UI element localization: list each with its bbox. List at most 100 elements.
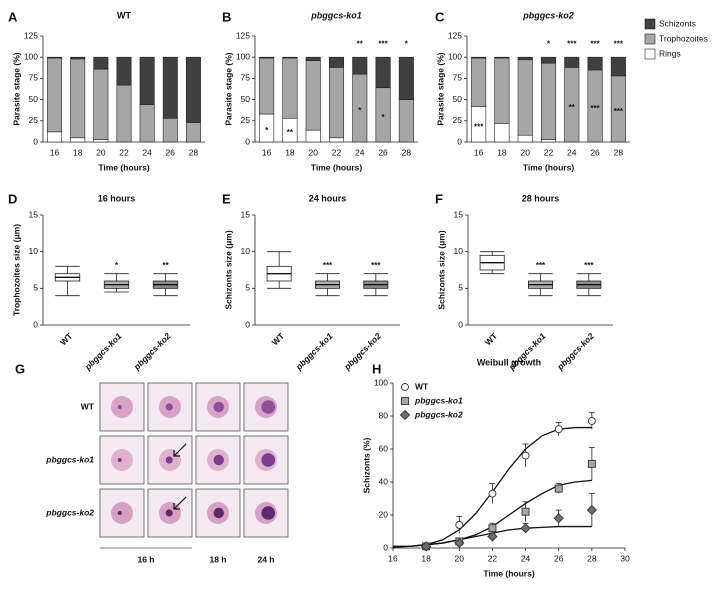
arrow-head: [173, 450, 180, 457]
y-tick-label: 0: [458, 319, 463, 329]
parasite: [261, 400, 276, 414]
cell: [111, 396, 133, 418]
y-tick-label: 80: [379, 410, 389, 420]
significance: ***: [590, 39, 600, 48]
bar-segment: [564, 56, 580, 68]
bar-segment: [540, 62, 557, 140]
marker: [487, 531, 498, 542]
chart-title: 16 hours: [98, 193, 136, 203]
parasite: [213, 401, 224, 413]
panel-label: C: [435, 9, 445, 24]
x-tick-label: 24: [521, 553, 531, 563]
legend-label: pbggcs-ko1: [414, 395, 463, 405]
x-tick-label: 28: [587, 553, 597, 563]
bar-segment: [587, 56, 603, 71]
y-tick-label: 125: [448, 30, 462, 40]
y-axis-label: Parasite stage (%): [223, 52, 233, 125]
bar-segment: [139, 104, 155, 143]
x-tick-label: 16: [474, 147, 484, 157]
y-tick-label: 0: [33, 136, 38, 146]
significance: ***: [323, 261, 333, 270]
x-axis-label: Time (hours): [523, 162, 574, 172]
bar-segment: [139, 56, 155, 105]
x-tick-label: 16: [388, 553, 398, 563]
y-tick-label: 125: [24, 30, 38, 40]
row-label: pbggcs-ko2: [45, 507, 94, 517]
bar-segment: [47, 57, 63, 133]
x-tick-label: 30: [620, 553, 630, 563]
column-label: 24 h: [257, 554, 274, 564]
y-tick-label: 50: [453, 94, 463, 104]
significance: ***: [584, 261, 594, 270]
chart-title: pbggcs-ko1: [310, 10, 362, 20]
bar-segment: [93, 68, 109, 140]
marker: [554, 484, 563, 493]
arrow: [173, 496, 187, 510]
y-tick-label: 75: [29, 73, 39, 83]
significance: ***: [567, 39, 577, 48]
legend-swatch: [644, 48, 656, 60]
x-tick-label: 22: [544, 147, 554, 157]
bar-segment: [185, 56, 201, 123]
panel-label: H: [372, 361, 381, 376]
marker: [521, 507, 530, 516]
y-tick-label: 15: [454, 209, 464, 219]
bar-segment: [116, 84, 132, 143]
panel-label: B: [222, 9, 231, 24]
bar-segment: [398, 56, 414, 100]
bar-segment: [70, 137, 86, 143]
y-axis-label: Parasite stage (%): [435, 52, 445, 125]
x-tick-label: 16: [262, 147, 272, 157]
parasite: [117, 458, 122, 462]
marker: [401, 383, 409, 391]
parasite: [261, 453, 276, 467]
bar-segment: [494, 123, 510, 143]
marker: [586, 504, 597, 516]
marker: [455, 520, 464, 529]
column-label: 18 h: [209, 554, 226, 564]
panel-label: E: [222, 191, 231, 206]
x-tick-label: WT: [270, 330, 287, 347]
bar-segment: [116, 56, 132, 86]
y-tick-label: 50: [241, 94, 251, 104]
significance: *: [115, 261, 119, 270]
x-tick-label: pbggcs-ko1: [293, 331, 335, 373]
panel-label: D: [8, 191, 17, 206]
significance: ***: [590, 104, 600, 113]
y-tick-label: 15: [241, 209, 251, 219]
column-label: 16 h: [137, 554, 154, 564]
bar-segment: [352, 56, 368, 75]
x-tick-label: 22: [332, 147, 342, 157]
y-tick-label: 5: [245, 283, 250, 293]
x-tick-label: 20: [308, 147, 318, 157]
y-tick-label: 100: [374, 377, 388, 387]
panel-label: A: [8, 9, 18, 24]
significance: ***: [378, 39, 388, 48]
x-axis-label: Time (hours): [98, 162, 149, 172]
parasite: [165, 456, 173, 464]
marker: [401, 397, 409, 405]
chart-title: pbggcs-ko2: [522, 10, 574, 20]
parasite: [165, 403, 173, 411]
arrow-head: [173, 503, 180, 510]
x-tick-label: 22: [488, 553, 498, 563]
bar-segment: [47, 131, 63, 143]
bar-segment: [259, 56, 275, 59]
x-tick-label: 26: [590, 147, 600, 157]
bar-segment: [93, 56, 109, 70]
marker: [520, 523, 531, 534]
bar-segment: [328, 56, 345, 68]
chart-title: WT: [117, 10, 131, 20]
x-tick-label: 20: [96, 147, 106, 157]
x-tick-label: 18: [497, 147, 507, 157]
cell: [111, 449, 133, 471]
marker: [454, 537, 465, 549]
chart-title: Weibull growth: [477, 357, 541, 367]
bar-segment: [328, 67, 345, 139]
y-tick-label: 0: [33, 319, 38, 329]
y-axis-label: Parasite stage (%): [11, 52, 21, 125]
marker: [488, 524, 497, 533]
bar-segment: [162, 56, 178, 119]
x-tick-label: 18: [73, 147, 83, 157]
